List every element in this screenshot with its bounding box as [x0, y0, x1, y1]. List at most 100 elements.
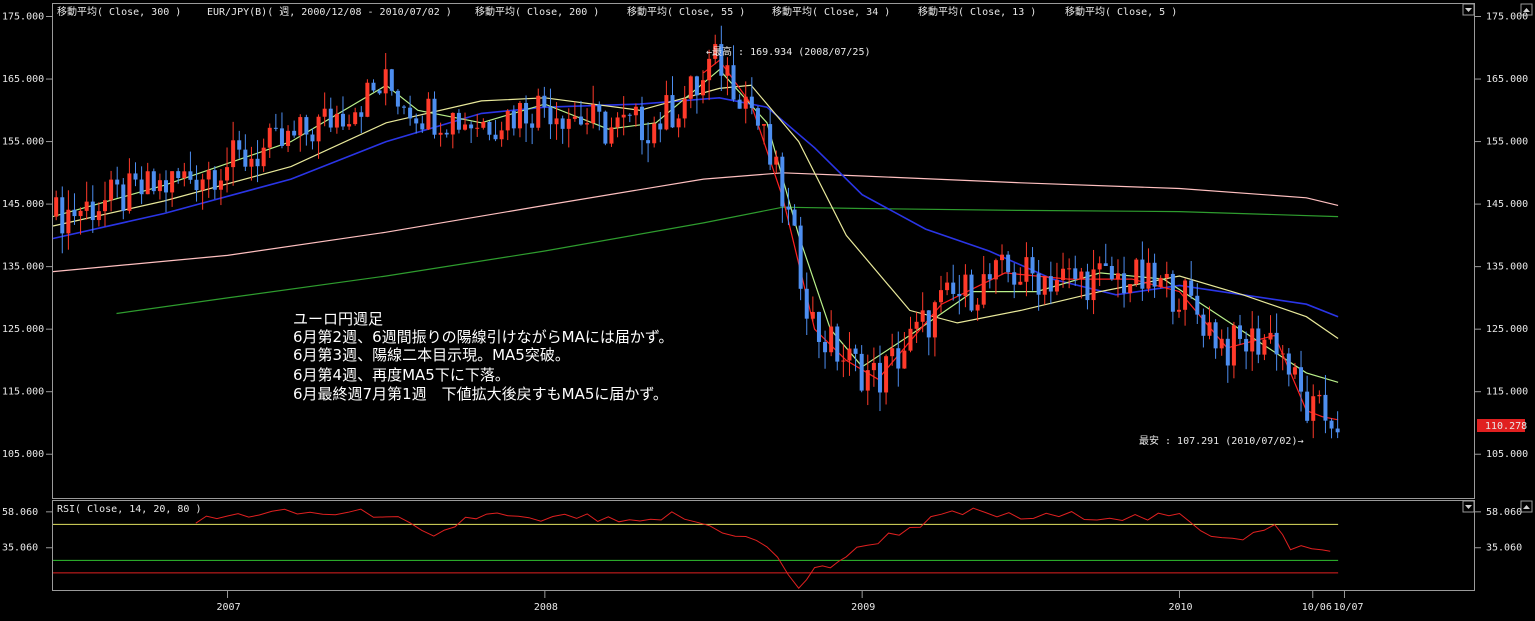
candle [1158, 275, 1163, 289]
y-tick-label: 35.060 [2, 543, 38, 554]
candle [170, 171, 175, 207]
candle [298, 114, 303, 152]
candle [78, 207, 83, 235]
candle [823, 330, 828, 369]
low-annotation: 最安 : 107.291 (2010/07/02)→ [1139, 434, 1304, 447]
note-line: ユーロ円週足 [293, 310, 383, 328]
candle [426, 92, 431, 131]
price-axes: 175.000 175.000 165.000 165.000 155.000 155.0… [2, 12, 1528, 461]
x-tick-label: 2009 [851, 602, 875, 613]
candle [798, 216, 803, 301]
candle [1195, 283, 1200, 324]
note-line: 6月最終週7月第1週 下値拡大後戻すもMA5に届かず。 [293, 385, 668, 403]
y-tick-label: 125.000 [1486, 324, 1528, 335]
candle [127, 158, 132, 214]
candle [121, 178, 126, 220]
candle [1274, 313, 1279, 371]
candle [963, 264, 968, 308]
candle [774, 150, 779, 174]
candle [353, 107, 358, 126]
y-tick-label: 145.000 [2, 199, 44, 210]
candle [316, 114, 321, 159]
expand-icon[interactable] [1520, 500, 1533, 513]
candle [1311, 384, 1316, 439]
candle [151, 168, 156, 195]
candle [1122, 256, 1127, 308]
candle [176, 167, 181, 184]
note-line: 6月第3週、陽線二本目示現。MA5突破。 [293, 346, 570, 364]
candle [1231, 321, 1236, 379]
svg-text:110.278: 110.278 [1485, 421, 1527, 432]
candle [456, 109, 461, 134]
candle [902, 332, 907, 369]
y-tick-label: 58.060 [1486, 507, 1522, 518]
candle [786, 187, 791, 226]
candle [463, 112, 468, 131]
candle [542, 86, 547, 118]
candle [1091, 249, 1096, 315]
candle [115, 166, 120, 198]
collapse-icon[interactable] [1462, 500, 1475, 513]
candle [1061, 252, 1066, 288]
collapse-icon[interactable] [1462, 3, 1475, 16]
commentary-note: ユーロ円週足 6月第2週、6週間振りの陽線引けながらMAには届かず。 6月第3週… [293, 310, 673, 403]
candle [725, 57, 730, 96]
candle [383, 53, 388, 106]
ma-line [116, 206, 1339, 315]
candle [469, 121, 474, 143]
candle [255, 140, 260, 183]
candle [395, 89, 400, 115]
candle [841, 344, 846, 378]
indicator-legend: 移動平均( Close, 300 ) EUR/JPY(B)( 週, 2000/1… [57, 5, 1177, 18]
x-tick-label: 10/06 [1302, 602, 1332, 613]
candle [694, 75, 699, 114]
candle [84, 181, 89, 220]
candle [658, 112, 663, 143]
candle [1067, 258, 1072, 289]
expand-icon[interactable] [1520, 3, 1533, 16]
candle [102, 181, 107, 227]
candle [755, 105, 760, 130]
candle [1305, 375, 1310, 424]
y-tick-label: 145.000 [1486, 199, 1528, 210]
candle [1140, 241, 1145, 301]
candle [1054, 262, 1059, 296]
candle [243, 134, 248, 172]
candle [609, 117, 614, 147]
ma-line [703, 59, 1339, 421]
candle [743, 81, 748, 124]
legend-ma200: 移動平均( Close, 200 ) [475, 5, 599, 18]
candle [66, 190, 71, 250]
y-tick-label: 115.000 [2, 387, 44, 398]
candle [139, 166, 144, 205]
candle [603, 110, 608, 146]
candle [847, 332, 852, 376]
y-tick-label: 135.000 [1486, 262, 1528, 273]
candle [524, 95, 529, 143]
candle [1109, 256, 1114, 281]
candle [206, 161, 211, 198]
candle [682, 85, 687, 128]
candle [713, 34, 718, 65]
candle [639, 96, 644, 155]
candle [212, 166, 217, 200]
candle [231, 121, 236, 186]
candle [505, 109, 510, 141]
candle [249, 146, 254, 181]
candle [719, 25, 724, 92]
candle [511, 105, 516, 136]
candle [1164, 261, 1169, 298]
candle [1317, 390, 1322, 404]
candle [969, 269, 974, 313]
candle [72, 193, 77, 225]
candle [194, 165, 199, 202]
candle [737, 94, 742, 109]
candle [554, 102, 559, 140]
candle [896, 331, 901, 387]
candle [1244, 331, 1249, 370]
candle [572, 101, 577, 122]
candle [54, 190, 59, 221]
candle [267, 123, 272, 158]
rsi-line [195, 507, 1331, 589]
